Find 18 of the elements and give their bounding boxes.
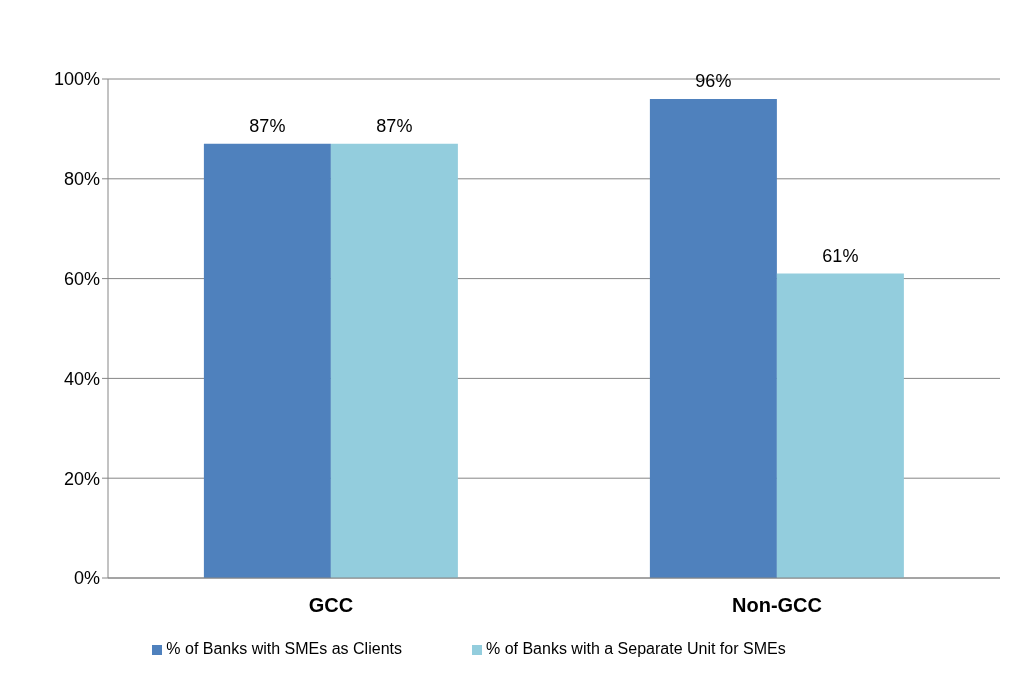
y-tick-label: 0% bbox=[73, 568, 100, 589]
bar bbox=[330, 143, 458, 578]
data-label: 87% bbox=[249, 115, 286, 136]
y-tick-label: 100% bbox=[53, 69, 100, 90]
data-label: 61% bbox=[822, 245, 859, 266]
y-tick-label: 80% bbox=[63, 169, 100, 190]
bar bbox=[776, 273, 904, 578]
bar bbox=[203, 143, 331, 578]
y-tick-label: 20% bbox=[63, 468, 100, 489]
y-tick-label: 40% bbox=[63, 368, 100, 389]
data-label: 87% bbox=[376, 115, 413, 136]
legend-label: % of Banks with SMEs as Clients bbox=[166, 640, 402, 657]
legend-label: % of Banks with a Separate Unit for SMEs bbox=[485, 640, 786, 657]
x-tick-label: Non-GCC bbox=[732, 594, 822, 617]
bar bbox=[649, 98, 777, 578]
x-tick-label: GCC bbox=[308, 594, 354, 617]
y-tick-label: 60% bbox=[63, 268, 100, 289]
data-label: 96% bbox=[695, 70, 732, 91]
